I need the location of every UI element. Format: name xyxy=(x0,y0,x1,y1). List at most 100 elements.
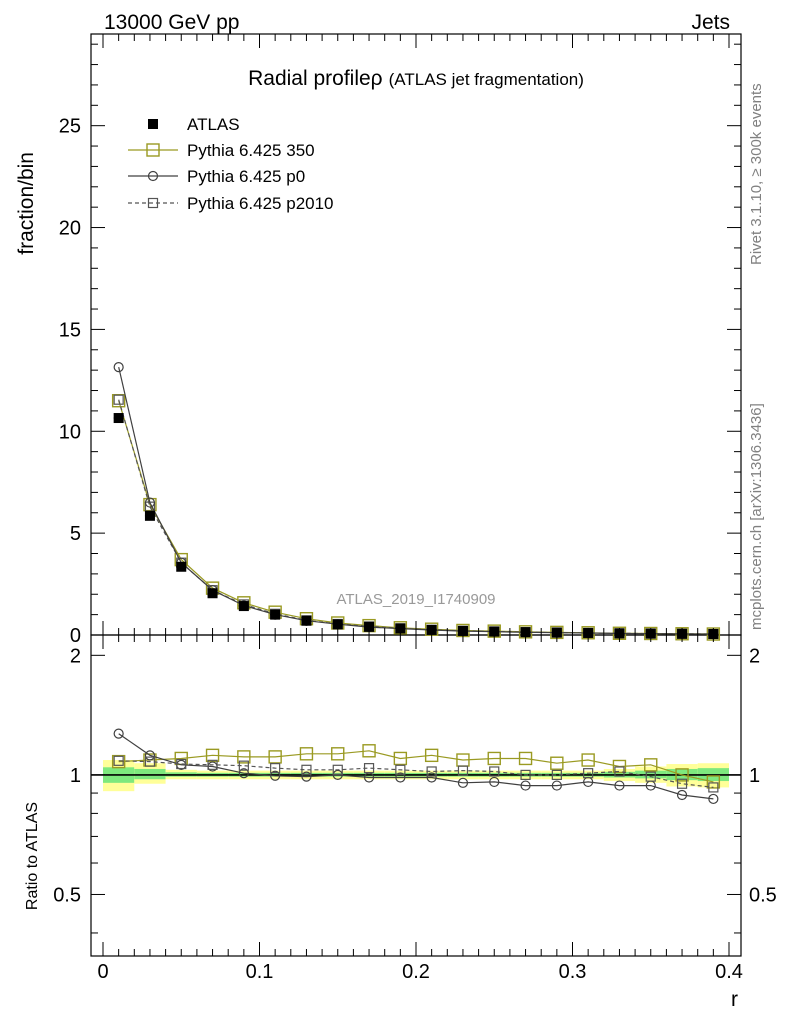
ratio-pythia-6-425-350-point xyxy=(111,754,126,769)
main-y-tick-label: 20 xyxy=(59,218,81,240)
ratio-pythia-6-425-p2010-point xyxy=(426,766,437,777)
main-atlas-point xyxy=(332,619,343,630)
x-axis-ticks: 0 0.1 0.2 0.3 0.4 xyxy=(97,34,743,983)
main-title-text: Radial profile xyxy=(248,67,371,90)
main-y-tick-label: 15 xyxy=(59,319,81,341)
ratio-y-tick-label: 1 xyxy=(70,765,81,787)
main-y-tick-label: 10 xyxy=(59,421,81,443)
xlabel: r xyxy=(731,988,738,1011)
ratio-pythia-6-425-p0-point xyxy=(520,780,531,791)
ratio-pythia-6-425-p2010-point xyxy=(363,763,375,774)
ratio-pythia-6-425-350-point xyxy=(331,747,345,761)
ratio-pythia-6-425-p0-point xyxy=(113,728,124,739)
ratio-pythia-6-425-p2010-point xyxy=(551,769,562,780)
ratio-plot-frame xyxy=(90,634,742,957)
ratio-pythia-6-425-p2010-point xyxy=(113,755,124,766)
main-y-tick-label: 5 xyxy=(70,523,81,545)
main-pythia-6-425-p0-point xyxy=(113,361,124,373)
ratio-pythia-6-425-p2010-point xyxy=(489,766,500,777)
ratio-pythia-6-425-p0-point xyxy=(426,772,437,783)
main-pythia-6-425-p0-point xyxy=(144,497,156,508)
ratio-pythia-6-425-350-point xyxy=(205,748,220,763)
ratio-pythia-6-425-p2010-point xyxy=(395,764,406,775)
ratio-pythia-6-425-p2010-point xyxy=(583,768,594,779)
header-left-label: 13000 GeV pp xyxy=(104,11,239,34)
ratio-pythia-6-425-p2010-point xyxy=(520,769,531,780)
ratio-pythia-6-425-350-point xyxy=(581,753,595,767)
ratio-pythia-6-425-p2010-point xyxy=(645,771,656,782)
legend-label-atlas: ATLAS xyxy=(187,115,240,134)
ratio-y-tick-label-right: 0.5 xyxy=(749,884,777,906)
main-pythia-6-425-p2010-point xyxy=(113,394,124,405)
x-tick-label: 0.4 xyxy=(715,961,743,983)
ratio-pythia-6-425-p2010-point xyxy=(207,759,218,770)
main-y-tick-label: 0 xyxy=(70,625,81,647)
ratio-pythia-6-425-p0-point xyxy=(270,770,281,781)
ratio-pythia-6-425-p0-point xyxy=(551,780,562,791)
main-subtitle: (ATLAS jet fragmentation) xyxy=(389,70,584,89)
ratio-pythia-6-425-350-point xyxy=(675,768,689,782)
ratio-y-tick-label-right: 2 xyxy=(749,645,760,667)
main-atlas-point xyxy=(270,609,281,620)
x-tick-label: 0.3 xyxy=(559,961,587,983)
ratio-pythia-6-425-350-point xyxy=(550,756,564,770)
ratio-series-group xyxy=(111,728,721,805)
ratio-pythia-6-425-p0-point xyxy=(238,768,249,779)
ratio-pythia-6-425-p0-point xyxy=(614,780,625,791)
ratio-pythia-6-425-350-point xyxy=(612,759,627,774)
main-title-symbol: ρ xyxy=(371,67,383,90)
ratio-pythia-6-425-p0-point xyxy=(301,771,312,782)
main-atlas-point xyxy=(144,510,155,521)
main-atlas-point xyxy=(364,621,375,632)
legend: ATLAS Pythia 6.425 350 Pythia 6.425 p0 Pyth… xyxy=(128,115,334,213)
ratio-pythia-6-425-p0-point xyxy=(489,776,500,788)
ratio-pythia-6-425-p2010-point xyxy=(238,760,249,771)
ratio-pythia-6-425-p0-point xyxy=(395,772,406,783)
main-axis-ticks: 0 5 10 15 20 25 xyxy=(59,43,741,647)
main-atlas-point xyxy=(176,561,187,572)
header-right-label: Jets xyxy=(691,11,730,34)
main-y-tick-label: 25 xyxy=(59,116,81,138)
legend-marker-atlas xyxy=(148,119,158,129)
ratio-pythia-6-425-350-point xyxy=(644,758,658,772)
main-atlas-point xyxy=(207,588,218,599)
ratio-pythia-6-425-p2010-point xyxy=(457,765,469,776)
main-ylabel: fraction/bin xyxy=(15,152,38,255)
ratio-pythia-6-425-350-point xyxy=(237,750,251,764)
ratio-pythia-6-425-p0-point xyxy=(144,750,156,761)
ratio-pythia-6-425-350-point xyxy=(393,751,408,766)
rivet-version-label: Rivet 3.1.10, ≥ 300k events xyxy=(748,83,765,265)
ratio-pythia-6-425-p2010-point xyxy=(614,766,625,777)
legend-label-pythia-6-425-350: Pythia 6.425 350 xyxy=(187,141,315,160)
ratio-pythia-6-425-350-line xyxy=(118,750,714,783)
analysis-tag: ATLAS_2019_I1740909 xyxy=(336,591,495,608)
ratio-y-tick-label-right: 1 xyxy=(749,765,760,787)
x-tick-label: 0.2 xyxy=(402,961,430,983)
ratio-pythia-6-425-p0-line xyxy=(118,733,714,800)
ratio-pythia-6-425-p0-point xyxy=(708,793,719,805)
ratio-pythia-6-425-p0-point xyxy=(457,777,469,788)
ratio-y-tick-label: 2 xyxy=(70,645,81,667)
x-tick-label: 0.1 xyxy=(246,961,274,983)
ratio-pythia-6-425-p2010-point xyxy=(676,778,688,789)
ratio-pythia-6-425-350-point xyxy=(518,751,533,766)
ratio-axis-ticks: 0.5 0.5 1 1 2 2 xyxy=(53,645,777,934)
legend-label-pythia-6-425-p2010: Pythia 6.425 p2010 xyxy=(187,194,334,213)
main-title: Radial profileρ (ATLAS jet fragmentation) xyxy=(248,67,584,90)
ratio-pythia-6-425-p2010-point xyxy=(332,764,343,775)
ratio-pythia-6-425-p2010-line xyxy=(118,760,714,788)
ratio-pythia-6-425-350-point xyxy=(487,751,501,766)
ratio-pythia-6-425-350-point xyxy=(268,750,282,764)
ratio-y-tick-label: 0.5 xyxy=(53,884,81,906)
legend-label-pythia-6-425-p0: Pythia 6.425 p0 xyxy=(187,167,305,186)
legend-marker-pythia-6-425-p2010 xyxy=(147,197,159,209)
ratio-pythia-6-425-350-point xyxy=(299,747,314,761)
ratio-pythia-6-425-p2010-point xyxy=(301,764,312,775)
main-atlas-point xyxy=(238,601,249,612)
main-atlas-point xyxy=(301,615,312,626)
x-tick-label: 0 xyxy=(97,961,108,983)
ratio-pythia-6-425-p0-point xyxy=(676,789,688,801)
ratio-pythia-6-425-p2010-point xyxy=(176,758,187,770)
mcplots-label: mcplots.cern.ch [arXiv:1306.3436] xyxy=(748,403,765,630)
